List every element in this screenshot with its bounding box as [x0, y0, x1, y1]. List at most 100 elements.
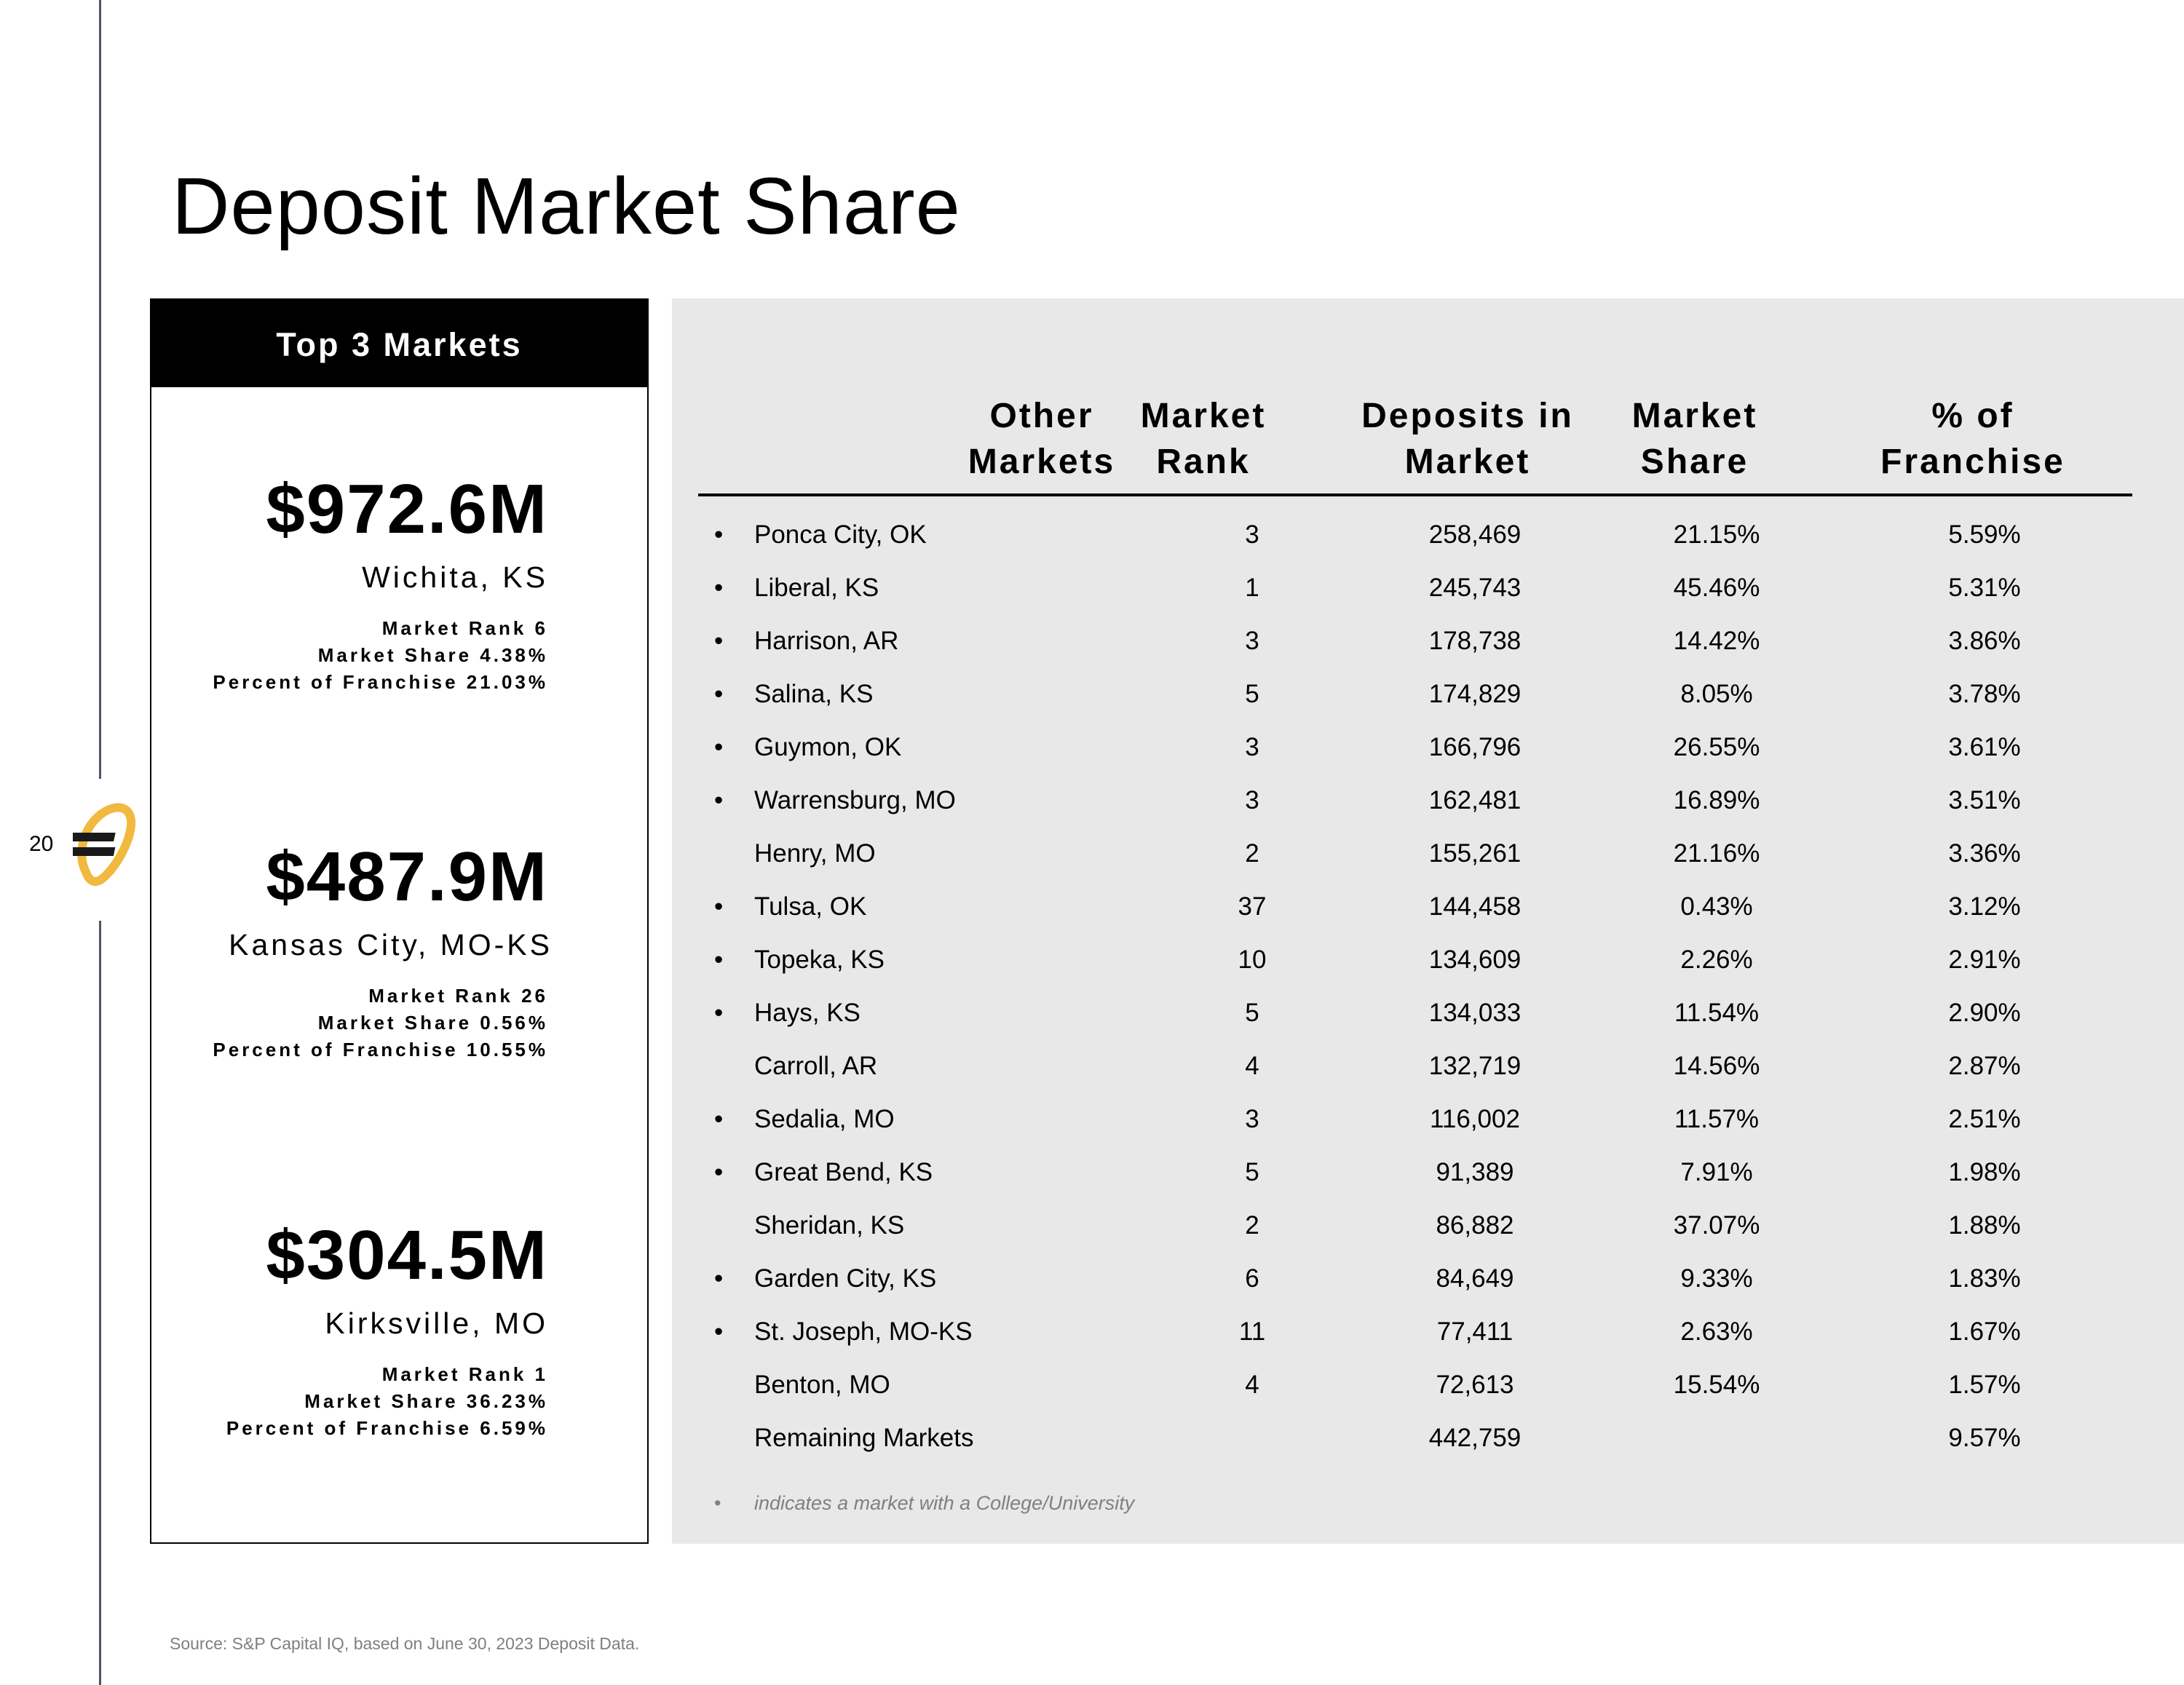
- market-name-cell: Sedalia, MO: [754, 1105, 895, 1133]
- percent-franchise-cell: 2.91%: [1948, 945, 2021, 974]
- market-name: Kansas City, MO-KS: [229, 928, 553, 962]
- market-rank-cell: 3: [1245, 1105, 1259, 1133]
- market-rank-cell: 5: [1245, 1158, 1259, 1186]
- market-rank-cell: 2: [1245, 839, 1259, 868]
- percent-franchise-cell: 1.67%: [1948, 1317, 2021, 1346]
- market-share-cell: 26.55%: [1673, 733, 1760, 761]
- column-header-line: Market: [1631, 397, 1758, 435]
- column-header-line: Other: [989, 397, 1094, 435]
- deposits-cell: 258,469: [1428, 520, 1522, 549]
- table-row: • Sedalia, MO 3 116,002 11.57% 2.51%: [672, 1093, 2184, 1146]
- market-share-cell: 2.26%: [1680, 945, 1753, 974]
- percent-franchise-cell: 5.31%: [1948, 574, 2021, 602]
- top-market-card: $972.6M Wichita, KS Market Rank 6 Market…: [213, 475, 548, 696]
- percent-franchise-cell: 3.51%: [1948, 786, 2021, 814]
- market-name-cell: Sheridan, KS: [754, 1211, 905, 1240]
- table-row: • Harrison, AR 3 178,738 14.42% 3.86%: [672, 614, 2184, 667]
- deposits-cell: 77,411: [1436, 1317, 1514, 1346]
- margin-line-top: [99, 0, 101, 779]
- college-bullet: •: [714, 892, 724, 921]
- percent-of-franchise: Percent of Franchise 10.55%: [213, 1039, 548, 1060]
- college-bullet: •: [714, 574, 724, 602]
- market-deposit-amount: $304.5M: [266, 1216, 548, 1294]
- deposits-cell: 166,796: [1428, 733, 1522, 761]
- college-bullet: •: [714, 999, 724, 1027]
- market-rank-cell: 4: [1245, 1371, 1259, 1399]
- percent-franchise-cell: 9.57%: [1948, 1424, 2021, 1452]
- percent-of-franchise: Percent of Franchise 6.59%: [226, 1417, 548, 1439]
- college-bullet: •: [714, 627, 724, 655]
- percent-franchise-cell: 2.51%: [1948, 1105, 2021, 1133]
- market-share-cell: 11.54%: [1674, 999, 1760, 1027]
- column-header-line: Share: [1640, 443, 1749, 481]
- table-row: • Hays, KS 5 134,033 11.54% 2.90%: [672, 986, 2184, 1039]
- deposits-cell: 178,738: [1428, 627, 1522, 655]
- table-row: • Ponca City, OK 3 258,469 21.15% 5.59%: [672, 508, 2184, 561]
- deposits-cell: 442,759: [1428, 1424, 1522, 1452]
- table-row: • Topeka, KS 10 134,609 2.26% 2.91%: [672, 933, 2184, 986]
- college-bullet: •: [714, 680, 724, 708]
- table-row: • Guymon, OK 3 166,796 26.55% 3.61%: [672, 721, 2184, 774]
- deposits-cell: 116,002: [1430, 1105, 1520, 1133]
- table-row: • Liberal, KS 1 245,743 45.46% 5.31%: [672, 561, 2184, 614]
- deposits-cell: 84,649: [1436, 1264, 1514, 1293]
- market-share: Market Share 0.56%: [317, 1012, 548, 1034]
- percent-franchise-cell: 1.88%: [1948, 1211, 2021, 1240]
- deposits-cell: 144,458: [1428, 892, 1522, 921]
- deposits-cell: 72,613: [1436, 1371, 1514, 1399]
- market-share-cell: 8.05%: [1680, 680, 1753, 708]
- market-rank-cell: 3: [1245, 733, 1259, 761]
- column-header-line: Franchise: [1880, 443, 2065, 481]
- deposits-cell: 155,261: [1428, 839, 1522, 868]
- market-share-cell: 0.43%: [1680, 892, 1753, 921]
- deposits-cell: 134,609: [1428, 945, 1522, 974]
- market-rank: Market Rank 6: [381, 617, 548, 639]
- market-rank-cell: 2: [1245, 1211, 1259, 1240]
- college-bullet: •: [714, 1158, 724, 1186]
- percent-franchise-cell: 1.98%: [1948, 1158, 2021, 1186]
- percent-of-franchise: Percent of Franchise 21.03%: [213, 671, 548, 693]
- market-share: Market Share 36.23%: [304, 1390, 548, 1412]
- column-header-line: Rank: [1156, 443, 1251, 481]
- market-share-cell: 21.16%: [1673, 839, 1760, 868]
- market-name-cell: Ponca City, OK: [754, 520, 927, 549]
- market-rank-cell: 6: [1245, 1264, 1259, 1293]
- market-name-cell: Tulsa, OK: [754, 892, 867, 921]
- market-share-cell: 45.46%: [1673, 574, 1760, 602]
- market-name-cell: Warrensburg, MO: [754, 786, 956, 814]
- college-bullet: •: [714, 786, 724, 814]
- college-bullet: •: [714, 733, 724, 761]
- market-rank-cell: 1: [1245, 574, 1259, 602]
- percent-franchise-cell: 3.78%: [1948, 680, 2021, 708]
- page-title: Deposit Market Share: [172, 162, 961, 251]
- other-markets-table: • Ponca City, OK 3 258,469 21.15% 5.59% • Liber…: [672, 508, 2184, 1464]
- percent-franchise-cell: 2.90%: [1948, 999, 2021, 1027]
- market-share-cell: 11.57%: [1674, 1105, 1760, 1133]
- college-bullet: •: [714, 1317, 724, 1346]
- footnote-text: indicates a market with a College/Univer…: [754, 1492, 1135, 1514]
- column-header-line: Markets: [968, 443, 1116, 481]
- market-rank: Market Rank 1: [381, 1363, 548, 1385]
- equity-bank-logo-icon: [73, 803, 136, 886]
- market-rank-cell: 11: [1238, 1317, 1266, 1346]
- top-market-card: $487.9M Kansas City, MO-KS Market Rank 2…: [213, 842, 553, 1063]
- table-row: • St. Joseph, MO-KS 11 77,411 2.63% 1.67%: [672, 1305, 2184, 1358]
- market-name-cell: Henry, MO: [754, 839, 876, 868]
- column-header-percent-franchise: % of Franchise: [1827, 393, 2118, 485]
- deposits-cell: 162,481: [1428, 786, 1522, 814]
- market-name-cell: Topeka, KS: [754, 945, 885, 974]
- column-header-line: Market: [1140, 397, 1267, 435]
- margin-line-bottom: [99, 921, 101, 1685]
- market-name-cell: Garden City, KS: [754, 1264, 937, 1293]
- market-name-cell: Hays, KS: [754, 999, 860, 1027]
- market-rank-cell: 5: [1245, 680, 1259, 708]
- market-stats: Market Rank 1 Market Share 36.23% Percen…: [226, 1361, 548, 1442]
- market-share-cell: 9.33%: [1680, 1264, 1753, 1293]
- column-header-other-markets: Other Markets: [860, 393, 1224, 485]
- market-rank-cell: 10: [1238, 945, 1267, 974]
- market-rank-cell: 3: [1245, 627, 1259, 655]
- market-name-cell: Benton, MO: [754, 1371, 890, 1399]
- deposits-cell: 91,389: [1436, 1158, 1514, 1186]
- deposits-cell: 134,033: [1428, 999, 1522, 1027]
- market-name-cell: Salina, KS: [754, 680, 874, 708]
